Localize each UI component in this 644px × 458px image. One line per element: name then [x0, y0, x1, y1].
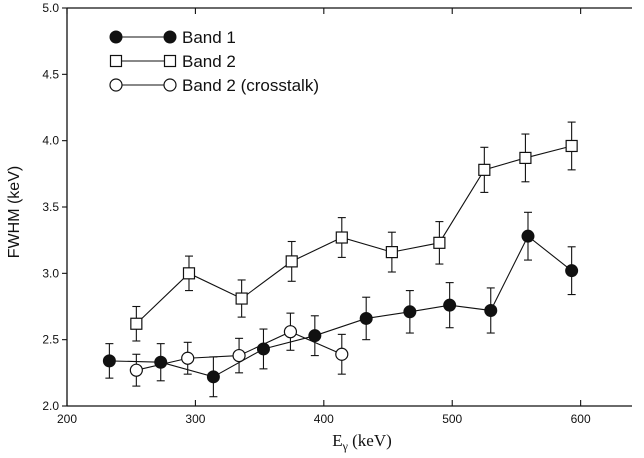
data-point-filled-circle — [485, 304, 497, 316]
data-point-open-square — [336, 232, 347, 243]
x-tick-label: 400 — [314, 412, 334, 426]
data-point-open-square — [236, 293, 247, 304]
y-tick-label: 4.5 — [42, 67, 59, 81]
x-tick-label: 500 — [442, 412, 462, 426]
x-axis-title-unit: (keV) — [348, 431, 392, 450]
series-2 — [131, 122, 577, 341]
data-point-open-square — [286, 256, 297, 267]
data-point-open-circle — [164, 79, 176, 91]
data-point-open-square — [183, 268, 194, 279]
data-point-open-square — [520, 152, 531, 163]
y-tick-label: 2.5 — [42, 333, 59, 347]
data-point-open-square — [386, 247, 397, 258]
data-point-open-square — [434, 237, 445, 248]
data-point-filled-circle — [207, 371, 219, 383]
data-point-open-square — [111, 56, 122, 67]
data-point-filled-circle — [110, 31, 122, 43]
data-point-filled-circle — [360, 312, 372, 324]
axes: 2.0 2.5 3.0 3.5 4.0 4.5 5.0 200 300 400 500 600 — [42, 1, 632, 426]
legend: Band 1 Band 2 Band 2 (crosstalk) — [110, 28, 319, 95]
x-tick-label: 200 — [57, 412, 77, 426]
y-tick-label: 4.0 — [42, 134, 59, 148]
data-point-filled-circle — [566, 265, 578, 277]
x-tick-label: 300 — [185, 412, 205, 426]
x-axis-title-main: E — [332, 431, 342, 450]
legend-label: Band 2 — [182, 52, 236, 71]
data-point-open-square — [131, 318, 142, 329]
legend-label: Band 1 — [182, 28, 236, 47]
data-point-filled-circle — [155, 356, 167, 368]
y-tick-label: 2.0 — [42, 399, 59, 413]
data-point-open-circle — [182, 352, 194, 364]
data-point-filled-circle — [309, 330, 321, 342]
data-point-open-square — [165, 56, 176, 67]
data-point-filled-circle — [522, 230, 534, 242]
data-point-open-circle — [336, 348, 348, 360]
data-point-open-circle — [284, 326, 296, 338]
x-tick-label: 600 — [571, 412, 591, 426]
legend-label: Band 2 (crosstalk) — [182, 76, 319, 95]
y-axis-title: FWHM (keV) — [6, 166, 23, 258]
series-line — [136, 146, 571, 324]
data-point-open-circle — [110, 79, 122, 91]
x-axis-title: Eγ (keV) — [332, 431, 392, 453]
series-layer — [103, 122, 577, 397]
data-point-filled-circle — [103, 355, 115, 367]
data-point-filled-circle — [164, 31, 176, 43]
y-tick-label: 3.5 — [42, 200, 59, 214]
data-point-open-square — [566, 140, 577, 151]
data-point-filled-circle — [444, 299, 456, 311]
y-tick-label: 5.0 — [42, 1, 59, 15]
data-point-open-circle — [233, 350, 245, 362]
y-tick-label: 3.0 — [42, 266, 59, 280]
data-point-filled-circle — [404, 306, 416, 318]
data-point-open-circle — [130, 364, 142, 376]
data-point-open-square — [479, 164, 490, 175]
